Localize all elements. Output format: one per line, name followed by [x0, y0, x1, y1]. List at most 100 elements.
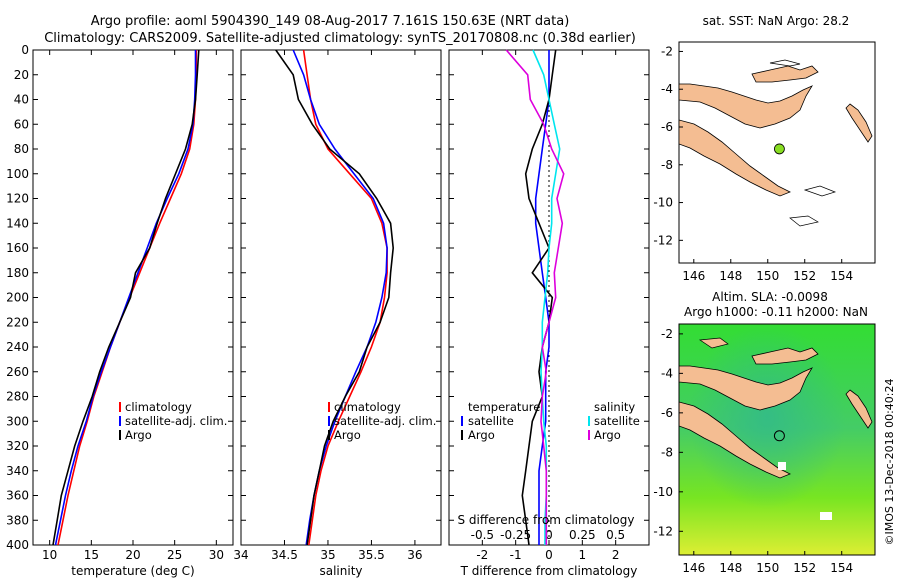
map-x-tick-label: 154 [830, 269, 853, 283]
depth-tick-label: 160 [6, 241, 29, 255]
temperature-legend: climatology satellite-adj. clim. Argo [119, 400, 227, 442]
new-guinea-landmass [679, 365, 813, 411]
s-tick-label: 0.25 [569, 528, 596, 542]
map-y-tick-label: -8 [661, 445, 673, 459]
x-tick-label: 15 [84, 548, 99, 562]
x-tick-label: 34 [233, 548, 248, 562]
map-x-tick-label: 146 [682, 269, 705, 283]
difference-legend: temperature satellite Argo salinity sate… [461, 400, 640, 442]
x-tick-label: 10 [42, 548, 57, 562]
depth-tick-label: 300 [6, 414, 29, 428]
salinity-x-axis: 34 34.5 35 35.5 36 [233, 50, 423, 562]
depth-tick-label: 80 [14, 142, 29, 156]
imos-credit: ©IMOS 13-Dec-2018 00:40:24 [883, 379, 896, 546]
sla-map-title-2: Argo h1000: -0.11 h2000: NaN [684, 305, 868, 319]
map-y-tick-label: -8 [661, 158, 673, 172]
legend-label-t-satellite: satellite [468, 414, 514, 428]
sst-map-ticks: 146 148 150 152 154 -2 -4 -6 -8 -10 -12 [653, 44, 853, 283]
papuan-peninsula [679, 401, 791, 479]
map-x-tick-label: 148 [719, 269, 742, 283]
map-y-tick-label: -12 [653, 233, 673, 247]
x-tick-label: 35.5 [358, 548, 385, 562]
x-tick-label: 36 [407, 548, 422, 562]
series-satellite-adj-clim- [292, 49, 388, 546]
depth-tick-label: 220 [6, 315, 29, 329]
map-x-tick-label: 148 [719, 561, 742, 575]
depth-tick-label: 320 [6, 439, 29, 453]
legend-label-climatology: climatology [125, 400, 192, 414]
temperature-x-axis: 10 15 20 25 30 [42, 50, 224, 562]
legend-label-climatology: climatology [334, 400, 401, 414]
map-y-tick-label: -2 [661, 44, 673, 58]
sst-map-title: sat. SST: NaN Argo: 28.2 [703, 14, 850, 28]
depth-tick-label: 180 [6, 266, 29, 280]
sla-map-ticks: 146 148 150 152 154 -2 -4 -6 -8 -10 -12 [653, 327, 853, 575]
map-y-tick-label: -2 [661, 327, 673, 341]
bougainville-island [845, 389, 873, 429]
sla-map: 146 148 150 152 154 -2 -4 -6 -8 -10 -12 [653, 323, 876, 575]
depth-axis: 0 20 40 60 80 100 120 140 160 180 200 220 240 260 280 3… [6, 43, 649, 552]
s-tick-label: -0.25 [500, 528, 531, 542]
depth-tick-label: 60 [14, 117, 29, 131]
sla-map-frame [678, 323, 876, 556]
map-y-tick-label: -12 [653, 524, 673, 538]
difference-x-label: T difference from climatology [460, 564, 638, 578]
series-climatology [57, 50, 198, 546]
legend-label-argo: Argo [125, 428, 152, 442]
depth-tick-label: 100 [6, 167, 29, 181]
x-tick-label: 30 [209, 548, 224, 562]
salinity-legend: climatology satellite-adj. clim. Argo [328, 400, 436, 442]
depth-tick-label: 380 [6, 513, 29, 527]
legend-label-s-argo: Argo [594, 428, 621, 442]
depth-tick-label: 120 [6, 192, 29, 206]
depth-tick-label: 0 [21, 43, 29, 57]
map-x-tick-label: 150 [756, 269, 779, 283]
x-tick-label: 35 [320, 548, 335, 562]
map-y-tick-label: -4 [661, 82, 673, 96]
series-argo [52, 49, 200, 546]
s-tick-label: -0.5 [471, 528, 494, 542]
x-tick-label: 25 [167, 548, 182, 562]
x-tick-label: -1 [510, 548, 522, 562]
salinity-x-label: salinity [319, 564, 362, 578]
small-island [789, 215, 819, 227]
small-island [803, 185, 837, 197]
map-y-tick-label: -10 [653, 196, 673, 210]
x-tick-label: 1 [579, 548, 587, 562]
legend-title-temperature: temperature [468, 400, 540, 414]
legend-label-satellite: satellite-adj. clim. [125, 414, 227, 428]
argo-location-marker [773, 430, 785, 442]
map-x-tick-label: 150 [756, 561, 779, 575]
depth-tick-label: 400 [6, 538, 29, 552]
no-data-patch [778, 462, 786, 470]
x-tick-label: -2 [476, 548, 488, 562]
salinity-panel-frame [240, 49, 442, 546]
map-x-tick-label: 146 [682, 561, 705, 575]
series-temperature-argo [521, 49, 557, 546]
new-guinea-landmass [679, 83, 813, 129]
depth-tick-label: 360 [6, 489, 29, 503]
depth-tick-label: 200 [6, 291, 29, 305]
legend-label-t-argo: Argo [468, 428, 495, 442]
temperature-panel-frame [32, 49, 234, 546]
legend-label-satellite: satellite-adj. clim. [334, 414, 436, 428]
no-data-patch [820, 512, 832, 520]
map-y-tick-label: -6 [661, 120, 673, 134]
series-salinity-satellite [532, 49, 561, 545]
series-satellite-adj-clim- [54, 50, 197, 546]
map-y-tick-label: -6 [661, 406, 673, 420]
x-tick-label: 20 [125, 548, 140, 562]
sst-map: 146 148 150 152 154 -2 -4 -6 -8 -10 -12 [653, 41, 876, 283]
depth-tick-label: 40 [14, 93, 29, 107]
depth-tick-label: 280 [6, 390, 29, 404]
map-y-tick-label: -10 [653, 485, 673, 499]
new-britain-island [751, 65, 819, 83]
difference-series [505, 49, 565, 546]
title-line-2: Climatology: CARS2009. Satellite-adjuste… [44, 31, 636, 46]
legend-title-salinity: salinity [594, 400, 635, 414]
legend-label-s-satellite: satellite [594, 414, 640, 428]
depth-tick-label: 140 [6, 216, 29, 230]
